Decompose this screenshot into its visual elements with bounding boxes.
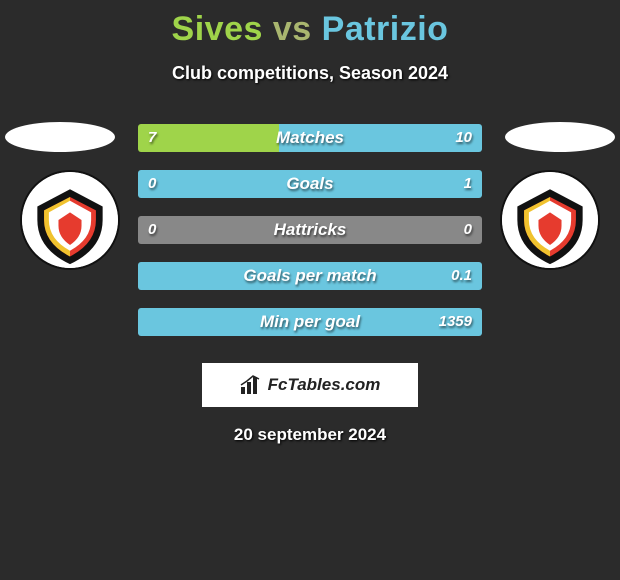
player2-club-badge [500,170,600,270]
stat-value-left: 0 [138,216,166,244]
stat-label: Goals [138,170,482,198]
stat-value-right: 0.1 [441,262,482,290]
page-title: Sives vs Patrizio [0,0,620,49]
stat-row: Goals per match0.1 [138,262,482,290]
player1-name: Sives [172,10,263,48]
date-text: 20 september 2024 [0,425,620,445]
stats-bars: Matches710Goals01Hattricks00Goals per ma… [138,124,482,354]
stat-label: Hattricks [138,216,482,244]
player2-flag [505,122,615,152]
stat-value-right: 1359 [429,308,482,336]
club-badge-icon [22,172,118,268]
stat-label: Goals per match [138,262,482,290]
club-badge-icon [502,172,598,268]
stat-row: Hattricks0 0 [138,216,482,244]
stat-row: Min per goal1359 [138,308,482,336]
player1-club-badge [20,170,120,270]
player1-flag [5,122,115,152]
brand-badge[interactable]: FcTables.com [202,363,418,407]
stat-value-left: 7 [138,124,166,152]
player2-name: Patrizio [322,10,449,48]
stat-value-left: 0 [138,170,166,198]
vs-text: vs [273,10,312,48]
bar-chart-icon [240,375,262,395]
stat-row: Goals0 1 [138,170,482,198]
stat-value-right: 10 [445,124,482,152]
stat-label: Matches [138,124,482,152]
subtitle: Club competitions, Season 2024 [0,63,620,84]
stat-value-right: 1 [454,170,482,198]
stat-value-right: 0 [454,216,482,244]
brand-text: FcTables.com [268,375,381,395]
stat-row: Matches7 10 [138,124,482,152]
